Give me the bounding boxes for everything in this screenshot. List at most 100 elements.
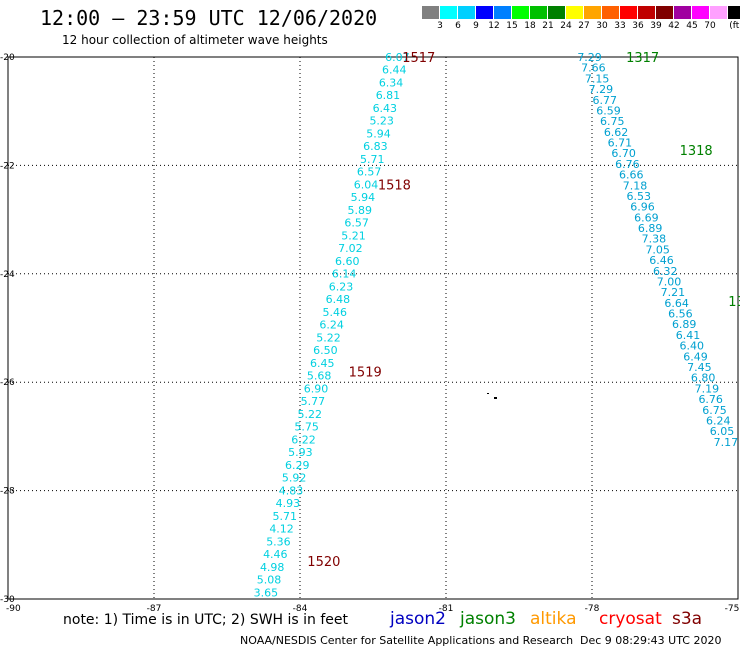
swh-value: 7.15 [585,72,610,85]
swh-value: 6.40 [680,340,705,353]
swh-value: 6.62 [604,126,629,139]
swh-value: 5.22 [297,408,322,421]
color-scale-label: 30 [596,21,608,31]
pass-time-label: 1319 [728,295,740,310]
swh-value: 6.48 [326,293,351,306]
pass-time-label: 1317 [626,51,659,66]
color-swatch [584,6,602,19]
swh-value: 7.29 [577,51,602,64]
swh-value: 6.46 [649,254,674,267]
swh-value: 6.76 [698,393,723,406]
lat-tick-label: -20 [0,53,15,63]
color-scale-label: 9 [473,21,479,31]
color-scale-label: 15 [506,21,518,31]
legend-item-cryosat: cryosat [599,609,662,629]
swh-value: 6.66 [619,169,644,182]
color-scale-unit: (ft) [729,21,740,31]
swh-value: 6.41 [676,329,701,342]
generated-date: Dec 9 08:29:43 UTC 2020 [580,634,722,647]
color-swatch [620,6,638,19]
swh-value: 6.57 [357,166,382,179]
swh-value: 7.66 [581,62,606,75]
swh-value: 6.04 [354,178,379,191]
swh-value: 7.17 [714,436,739,449]
swh-value: 5.71 [272,510,297,523]
map-tick-labels: -90 -87 -84 -81 -78 -75 -20 -22 -24 -26 -28 -30 [0,53,739,614]
swh-value: 6.32 [653,265,678,278]
swh-value: 5.46 [323,306,348,319]
swh-value: 7.19 [695,382,720,395]
color-swatch [656,6,674,19]
color-swatch [710,6,728,19]
lat-tick-label: -28 [0,487,15,497]
swh-value: 4.83 [279,484,304,497]
legend-item-s3a: s3a [672,609,703,629]
swh-value: 5.94 [351,191,376,204]
lon-tick-label: -78 [585,604,600,614]
swh-value: 6.14 [332,268,357,281]
swh-value: 6.23 [329,280,354,293]
map-subtitle: 12 hour collection of altimeter wave hei… [62,33,328,47]
swh-value: 6.75 [702,404,727,417]
swh-value: 6.89 [672,318,697,331]
lon-tick-label: -87 [147,604,162,614]
swh-value: 6.05 [710,425,735,438]
lat-tick-label: -26 [0,378,15,388]
swh-value: 5.75 [294,421,319,434]
swh-value: 7.00 [657,275,682,288]
color-scale-label: 27 [578,21,590,31]
swh-value: 6.59 [596,104,621,117]
swh-value: 4.46 [263,548,288,561]
swh-value: 7.02 [338,242,363,255]
swh-value: 6.44 [382,64,407,77]
swh-value: 6.56 [668,308,693,321]
swh-value: 6.45 [310,357,335,370]
map-grid [7,56,739,600]
swh-value: 4.98 [260,561,285,574]
color-swatch [692,6,710,19]
swh-value: 6.75 [600,115,625,128]
swh-value: 6.64 [664,297,689,310]
swh-value: 6.60 [335,255,360,268]
swh-value: 6.71 [608,137,633,150]
color-scale-label: 6 [455,21,461,31]
swh-value: 7.45 [687,361,712,374]
west-pass: 6.076.446.346.816.435.235.946.835.716.57… [254,51,436,599]
swh-value: 6.96 [630,201,655,214]
color-scale-bar [422,6,740,19]
color-swatch [530,6,548,19]
legend-item-jason3: jason3 [460,609,516,629]
swh-value: 5.21 [341,229,366,242]
swh-value: 6.83 [363,140,388,153]
swh-value: 5.71 [360,153,385,166]
legend-item-jason2: jason2 [390,609,446,629]
color-swatch [566,6,584,19]
color-swatch [512,6,530,19]
lat-tick-label: -30 [0,595,15,605]
swh-value: 3.65 [254,586,279,599]
color-scale-label: 39 [650,21,662,31]
pass-time-label: 1520 [307,555,340,570]
swh-value: 6.24 [319,319,344,332]
color-scale-label: 45 [686,21,698,31]
swh-value: 5.22 [316,331,341,344]
swh-value: 6.81 [376,89,401,102]
color-swatch [602,6,620,19]
color-scale-label: 21 [542,21,554,31]
swh-value: 5.89 [348,204,373,217]
color-swatch [458,6,476,19]
lon-tick-label: -90 [6,604,21,614]
swh-value: 6.24 [706,414,731,427]
swh-value: 6.29 [285,459,310,472]
lon-tick-label: -81 [439,604,454,614]
color-scale-label: 18 [524,21,536,31]
swh-value: 6.89 [638,222,663,235]
swh-value: 7.29 [589,83,614,96]
color-swatch [476,6,494,19]
lat-tick-label: -22 [0,161,15,171]
swh-value: 4.93 [276,497,301,510]
color-scale-label: 42 [668,21,680,31]
swh-value: 6.77 [592,94,617,107]
color-scale-label: 33 [614,21,626,31]
